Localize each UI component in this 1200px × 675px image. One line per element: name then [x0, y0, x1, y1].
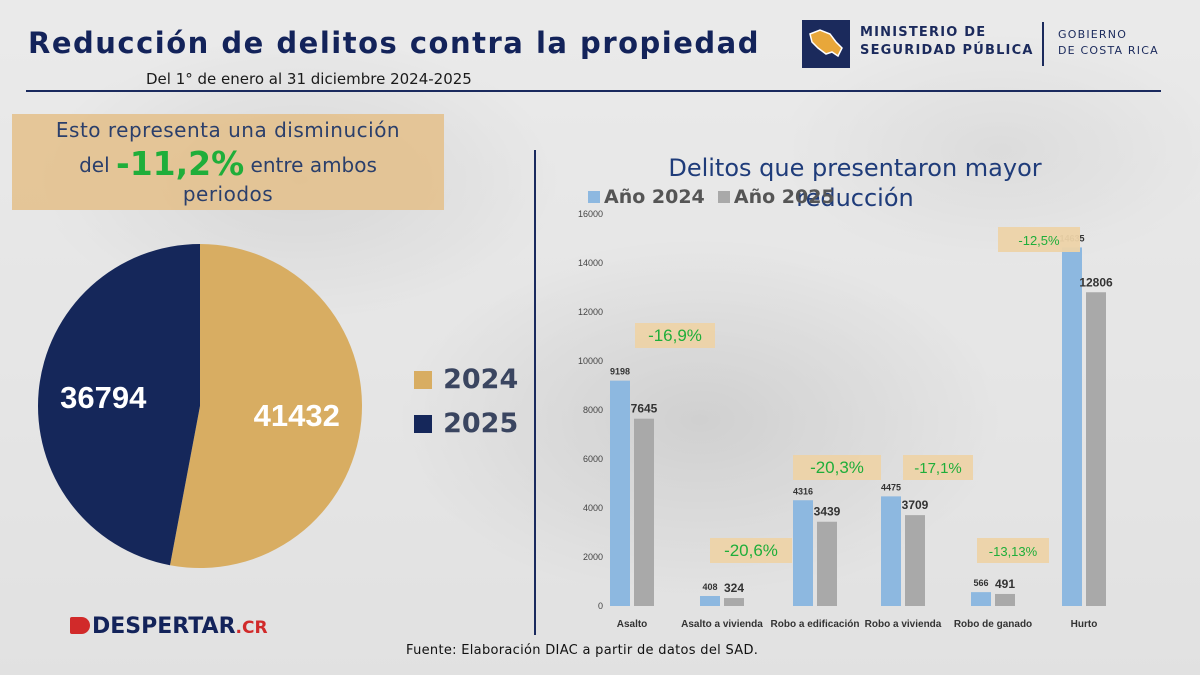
- ministry-name-line2: SEGURIDAD PÚBLICA: [860, 43, 1034, 58]
- bar-value-label: 491: [995, 577, 1015, 591]
- pie-label-2024: 41432: [254, 398, 340, 433]
- legend-label-2025: 2025: [443, 408, 519, 439]
- y-tick-label: 16000: [578, 209, 603, 219]
- legend-label-2024: 2024: [443, 364, 519, 395]
- bar-value-label: 566: [973, 578, 988, 588]
- bar-value-label: 7645: [631, 402, 658, 416]
- bar-2025: [995, 593, 1015, 606]
- bar-2024: [971, 592, 991, 606]
- change-percent-label: -17,1%: [914, 460, 962, 477]
- totals-pie-chart: 41432 36794: [37, 244, 362, 568]
- bar-2025: [817, 521, 837, 606]
- despertar-logo: DESPERTAR.CR: [70, 614, 268, 639]
- source-note: Fuente: Elaboración DIAC a partir de dat…: [406, 643, 759, 658]
- summary-line3: periodos: [182, 182, 274, 206]
- bar-2025: [905, 515, 925, 606]
- y-tick-label: 2000: [583, 552, 603, 562]
- legend-swatch-2025: [414, 414, 432, 433]
- pie-label-2025: 36794: [60, 380, 147, 415]
- change-badge: [710, 538, 792, 563]
- summary-line1: Esto representa una disminución: [55, 118, 401, 142]
- government-line2: DE COSTA RICA: [1058, 44, 1159, 57]
- ministry-name-line1: MINISTERIO DE: [860, 25, 987, 40]
- bar-value-label: 408: [702, 582, 717, 592]
- despertar-mark-icon: [70, 617, 90, 634]
- bar-value-label: 12806: [1079, 275, 1113, 289]
- change-badge: [903, 455, 973, 480]
- x-category-label: Asalto a vivienda: [681, 619, 763, 630]
- bar-value-label: 4475: [881, 482, 901, 492]
- government-line1: GOBIERNO: [1058, 28, 1128, 41]
- x-category-label: Hurto: [1071, 619, 1098, 630]
- change-badge: [793, 455, 881, 480]
- bar-value-label: 4316: [793, 486, 813, 496]
- y-tick-label: 10000: [578, 356, 603, 366]
- legend-swatch-ano-2024: [588, 191, 600, 203]
- pie-legend-2024: 2024: [414, 364, 518, 395]
- despertar-suffix: .CR: [235, 618, 268, 638]
- pie-slice-2025: [37, 244, 200, 566]
- summary-line2-prefix: del: [79, 153, 110, 177]
- y-tick-label: 12000: [578, 307, 603, 317]
- change-percent-label: -20,6%: [724, 541, 778, 560]
- change-badge: [977, 538, 1049, 563]
- y-tick-label: 14000: [578, 258, 603, 268]
- legend-swatch-ano-2025: [717, 191, 730, 203]
- change-badge: [998, 227, 1080, 252]
- bar-2025: [634, 418, 654, 606]
- summary-line2: del -11,2% entre ambos: [12, 144, 444, 183]
- bar-chart-title-line1: Delitos que presentaron mayor: [668, 154, 1042, 182]
- pie-slice-2024: [169, 244, 362, 568]
- legend-swatch-2024: [414, 370, 432, 389]
- crime-reduction-bar-chart: 0 2000 4000 6000 8000 10000 12000 14000 16000 919…: [578, 209, 1113, 630]
- x-category-label: Asalto: [617, 619, 648, 630]
- section-divider: [534, 150, 536, 635]
- header-divider: [26, 90, 1161, 92]
- reduction-summary-box: Esto representa una disminución del -11,…: [12, 114, 444, 210]
- bar-value-label: 324: [724, 581, 744, 595]
- bar-2025: [724, 598, 744, 606]
- change-percent-label: -13,13%: [989, 544, 1038, 559]
- change-badge: [635, 323, 715, 348]
- y-tick-label: 0: [598, 601, 603, 611]
- ministry-logo: MINISTERIO DE SEGURIDAD PÚBLICA GOBIERNO…: [802, 20, 1172, 70]
- pie-legend-2025: 2025: [414, 408, 518, 439]
- legend-label-ano-2024: Año 2024: [604, 186, 705, 208]
- change-percent-label: -20,3%: [810, 458, 864, 477]
- costa-rica-map-emblem: [802, 20, 850, 68]
- x-category-label: Robo a vivienda: [865, 619, 942, 630]
- x-category-label: Robo a edificación: [771, 619, 860, 630]
- x-category-label: Robo de ganado: [954, 619, 1032, 630]
- y-tick-label: 6000: [583, 454, 603, 464]
- bar-2024: [1062, 247, 1082, 606]
- y-tick-label: 8000: [583, 405, 603, 415]
- date-range-subtitle: Del 1° de enero al 31 diciembre 2024-202…: [146, 70, 472, 88]
- bar-2024: [793, 500, 813, 606]
- bar-value-label: 3439: [814, 505, 841, 519]
- bar-2024: [881, 496, 901, 606]
- bar-2025: [1086, 292, 1106, 606]
- change-percent-label: -12,5%: [1018, 233, 1060, 248]
- y-tick-label: 4000: [583, 503, 603, 513]
- bar-2024: [610, 380, 630, 606]
- summary-line2-suffix: entre ambos: [250, 153, 377, 177]
- summary-percent: -11,2%: [116, 144, 245, 183]
- bar-chart-title-line2: reducción: [796, 184, 914, 212]
- bar-value-label: 9198: [610, 367, 630, 377]
- page-title: Reducción de delitos contra la propiedad: [28, 26, 760, 60]
- change-percent-label: -16,9%: [648, 326, 702, 345]
- bar-chart-legend: Año 2024 Año 2025: [588, 186, 843, 208]
- despertar-brand: DESPERTAR: [92, 614, 236, 639]
- bar-value-label: 3709: [902, 498, 929, 512]
- legend-label-ano-2025: Año 2025: [733, 186, 835, 208]
- logo-separator: [1042, 22, 1044, 66]
- bar-2024: [700, 596, 720, 606]
- costa-rica-map-icon: [809, 29, 843, 58]
